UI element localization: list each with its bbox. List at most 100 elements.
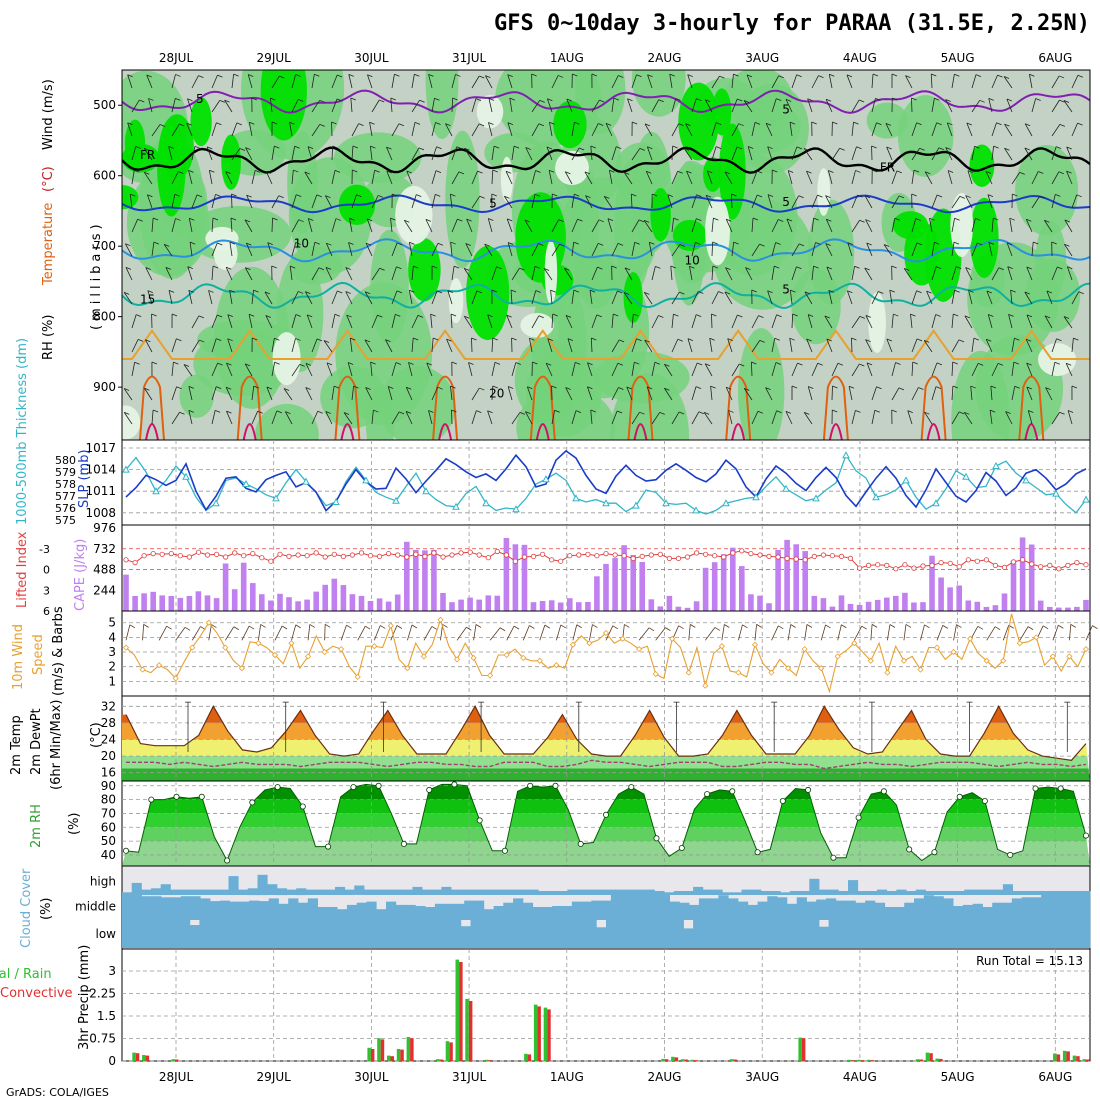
- cloud-high-bar: [1031, 891, 1042, 895]
- upper-wind-barb-flag: [739, 363, 745, 367]
- precip-total-bar: [445, 1041, 450, 1061]
- ylabel-minmax: (6hr Min/Max): [49, 700, 64, 790]
- upper-wind-barb: [188, 218, 193, 233]
- upper-wind-barb: [325, 243, 333, 257]
- cloud-low-bar: [528, 920, 539, 948]
- upper-wind-barb: [711, 122, 717, 137]
- upper-wind-barb: [264, 291, 273, 305]
- upper-wind-barb-flag: [696, 194, 702, 198]
- cloud-middle-bar: [953, 906, 964, 920]
- upper-wind-barb-flag: [776, 98, 782, 102]
- upper-wind-barb-flag: [713, 217, 719, 221]
- upper-wind-barb-flag: [343, 412, 350, 415]
- upper-wind-barb: [231, 122, 238, 137]
- precip-total-bar: [377, 1038, 381, 1061]
- cape-bar: [159, 595, 165, 611]
- upper-wind-barb: [751, 122, 756, 137]
- cloud-low-bar: [470, 920, 481, 948]
- cloud-high-bar: [877, 889, 888, 895]
- rh-shade-mid: [484, 132, 544, 173]
- upper-wind-barb-flag: [409, 241, 415, 245]
- cape-bar: [639, 562, 645, 611]
- upper-wind-barb: [771, 75, 780, 89]
- upper-wind-barb: [211, 100, 221, 113]
- upper-wind-barb-flag: [775, 242, 781, 245]
- upper-wind-barb: [450, 386, 453, 401]
- upper-wind-barb: [411, 338, 414, 353]
- cape-bar: [1083, 599, 1089, 611]
- upper-wind-barb: [391, 314, 396, 329]
- upper-wind-barb-flag: [194, 145, 201, 149]
- precip-total-bar: [171, 1059, 175, 1061]
- upper-wind-barb-flag: [886, 146, 892, 150]
- thickness-point: [362, 476, 370, 484]
- cloud-low-bar: [518, 920, 529, 948]
- cape-bar: [250, 583, 256, 611]
- upper-wind-barb-flag: [390, 97, 396, 101]
- cape-bar: [1019, 537, 1026, 611]
- upper-wind-barb: [529, 338, 533, 353]
- upper-wind-barb-flag: [390, 217, 396, 221]
- upper-wind-barb: [1051, 124, 1061, 137]
- cloud-low-bar: [354, 920, 365, 948]
- slp-tick-label: 1017: [85, 441, 116, 455]
- cape-bar: [938, 577, 944, 611]
- rh-point: [628, 784, 635, 791]
- upper-wind-barb: [186, 122, 193, 137]
- upper-wind-barb-flag: [396, 242, 403, 246]
- upper-wind-barb: [325, 267, 333, 281]
- ylabel-temp2m: 2m Temp: [9, 715, 24, 775]
- upper-wind-barb: [323, 340, 333, 353]
- upper-wind-barb: [924, 171, 933, 185]
- cloud-high-bar: [635, 889, 646, 895]
- upper-wind-barb: [609, 170, 613, 185]
- bottom-date-label: 3AUG: [745, 1070, 779, 1084]
- contour-15: [122, 281, 1090, 309]
- upper-wind-barb: [531, 266, 536, 281]
- cloud-middle-bar: [1031, 897, 1042, 920]
- upper-wind-barb-flag: [244, 363, 251, 367]
- upper-wind-barb-flag: [705, 194, 712, 198]
- cloud-low-bar: [1051, 920, 1062, 948]
- upper-wind-barb-flag: [591, 337, 597, 341]
- cloud-middle-bar: [434, 903, 446, 920]
- cloud-low-bar: [577, 920, 588, 948]
- upper-wind-barb-flag: [1059, 99, 1065, 103]
- thickness-point: [692, 506, 700, 514]
- precip-total-bar: [533, 1004, 538, 1061]
- upper-wind-barb-flag: [757, 194, 763, 198]
- upper-wind-barb: [691, 314, 697, 329]
- cloud-middle-bar: [239, 901, 250, 920]
- cloud-high-bar: [693, 886, 704, 895]
- rh-point: [1083, 832, 1090, 839]
- upper-wind-barb-flag: [817, 194, 823, 198]
- contour-10: [122, 238, 1090, 263]
- cloud-high-bar: [964, 889, 975, 895]
- upper-wind-barb-flag: [726, 386, 732, 390]
- upper-wind-barb: [565, 387, 573, 401]
- upper-wind-barb: [871, 74, 874, 89]
- upper-wind-barb: [847, 242, 853, 257]
- contour-label: 5: [489, 196, 497, 210]
- contour-30: [633, 423, 648, 440]
- upper-wind-barb: [271, 195, 280, 209]
- wind-barb: [406, 624, 413, 641]
- upper-wind-barb-flag: [226, 362, 232, 366]
- contour-30: [145, 423, 159, 440]
- upper-wind-barb-flag: [304, 171, 310, 175]
- upper-wind-barb-flag: [952, 385, 959, 389]
- upper-wind-barb-flag: [872, 169, 878, 173]
- upper-wind-barb-flag: [487, 314, 493, 318]
- upper-wind-barb: [711, 146, 717, 161]
- upper-wind-barb-flag: [219, 100, 225, 103]
- upper-wind-barb-flag: [326, 362, 333, 366]
- upper-wind-barb-flag: [1058, 75, 1065, 79]
- lifted-index-point: [820, 552, 827, 558]
- cloud-middle-bar: [346, 904, 358, 920]
- upper-wind-barb-flag: [547, 338, 553, 342]
- upper-wind-barb-flag: [1028, 410, 1034, 413]
- cloud-high-bar: [247, 888, 258, 896]
- upper-wind-barb-flag: [1024, 291, 1030, 295]
- upper-wind-barb: [651, 315, 659, 329]
- upper-wind-barb-flag: [488, 218, 494, 221]
